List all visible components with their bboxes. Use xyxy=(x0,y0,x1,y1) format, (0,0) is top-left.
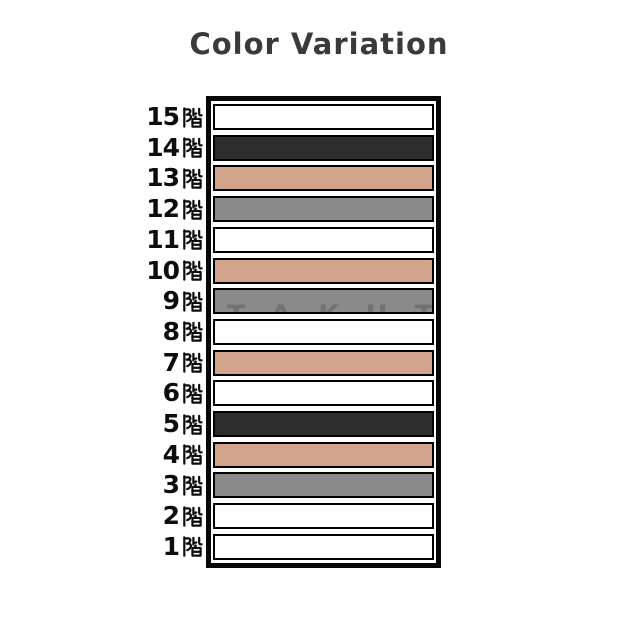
floor-bar-8 xyxy=(213,318,434,345)
floor-bars-box: TAKUT xyxy=(206,96,441,568)
chart-title: Color Variation xyxy=(189,27,449,61)
kanji-kai-floor-glyph xyxy=(183,321,203,343)
floor-bar-5 xyxy=(213,411,434,438)
floor-label: 6 xyxy=(40,380,203,406)
floor-label: 1 xyxy=(40,531,203,561)
kanji-kai-floor-glyph xyxy=(183,229,203,251)
floor-number: 10 xyxy=(146,255,180,285)
floor-bar-1 xyxy=(213,533,434,560)
floor-bar-14 xyxy=(213,134,434,161)
floor-label: 10 xyxy=(40,255,203,285)
floor-bar-13 xyxy=(213,165,434,192)
floor-bar-12 xyxy=(213,196,434,223)
floor-number: 7 xyxy=(162,347,180,377)
kanji-kai-floor-glyph xyxy=(183,198,203,220)
floor-label: 9 xyxy=(40,288,203,314)
floor-number: 1 xyxy=(162,531,180,561)
floor-label: 3 xyxy=(40,472,203,498)
floor-number: 11 xyxy=(146,224,180,254)
floor-number: 15 xyxy=(146,102,180,131)
kanji-kai-floor-glyph xyxy=(183,291,203,312)
kanji-kai-floor-glyph xyxy=(183,444,203,465)
floor-label: 8 xyxy=(40,316,203,346)
floor-label: 7 xyxy=(40,347,203,377)
floor-bar-7 xyxy=(213,349,434,376)
floor-label: 2 xyxy=(40,503,203,529)
watermark-text: TAKUT xyxy=(227,302,432,312)
floor-number: 12 xyxy=(146,194,180,224)
floor-bar-10 xyxy=(213,257,434,284)
floor-number: 6 xyxy=(162,378,180,408)
floor-labels-column: 15 14 13 xyxy=(40,96,203,568)
floor-number: 14 xyxy=(146,132,180,162)
kanji-kai-floor-glyph xyxy=(183,413,203,435)
kanji-kai-floor-glyph xyxy=(183,536,203,558)
floor-number: 5 xyxy=(162,409,180,439)
kanji-kai-floor-glyph xyxy=(183,260,203,281)
floor-bar-9: TAKUT xyxy=(213,288,434,315)
floor-bar-3 xyxy=(213,472,434,499)
floor-number: 4 xyxy=(162,439,180,469)
floor-label: 11 xyxy=(40,224,203,254)
floor-number: 2 xyxy=(162,501,180,531)
floor-bar-6 xyxy=(213,380,434,407)
floor-bar-2 xyxy=(213,503,434,530)
floor-label: 4 xyxy=(40,439,203,469)
kanji-kai-floor-glyph xyxy=(183,106,203,128)
kanji-kai-floor-glyph xyxy=(183,137,203,158)
floor-bar-15 xyxy=(213,104,434,130)
floor-label: 12 xyxy=(40,196,203,222)
kanji-kai-floor-glyph xyxy=(183,383,203,404)
floor-number: 3 xyxy=(162,470,180,500)
floor-number: 13 xyxy=(146,163,180,193)
kanji-kai-floor-glyph xyxy=(183,475,203,496)
kanji-kai-floor-glyph xyxy=(183,505,203,527)
floor-number: 8 xyxy=(162,316,180,346)
floor-label: 14 xyxy=(40,132,203,162)
kanji-kai-floor-glyph xyxy=(183,168,203,189)
floor-bar-11 xyxy=(213,226,434,253)
kanji-kai-floor-glyph xyxy=(183,352,203,373)
floor-label: 15 xyxy=(40,104,203,130)
floor-label: 5 xyxy=(40,411,203,437)
floor-bar-4 xyxy=(213,441,434,468)
floor-label: 13 xyxy=(40,165,203,191)
floor-number: 9 xyxy=(162,286,180,316)
